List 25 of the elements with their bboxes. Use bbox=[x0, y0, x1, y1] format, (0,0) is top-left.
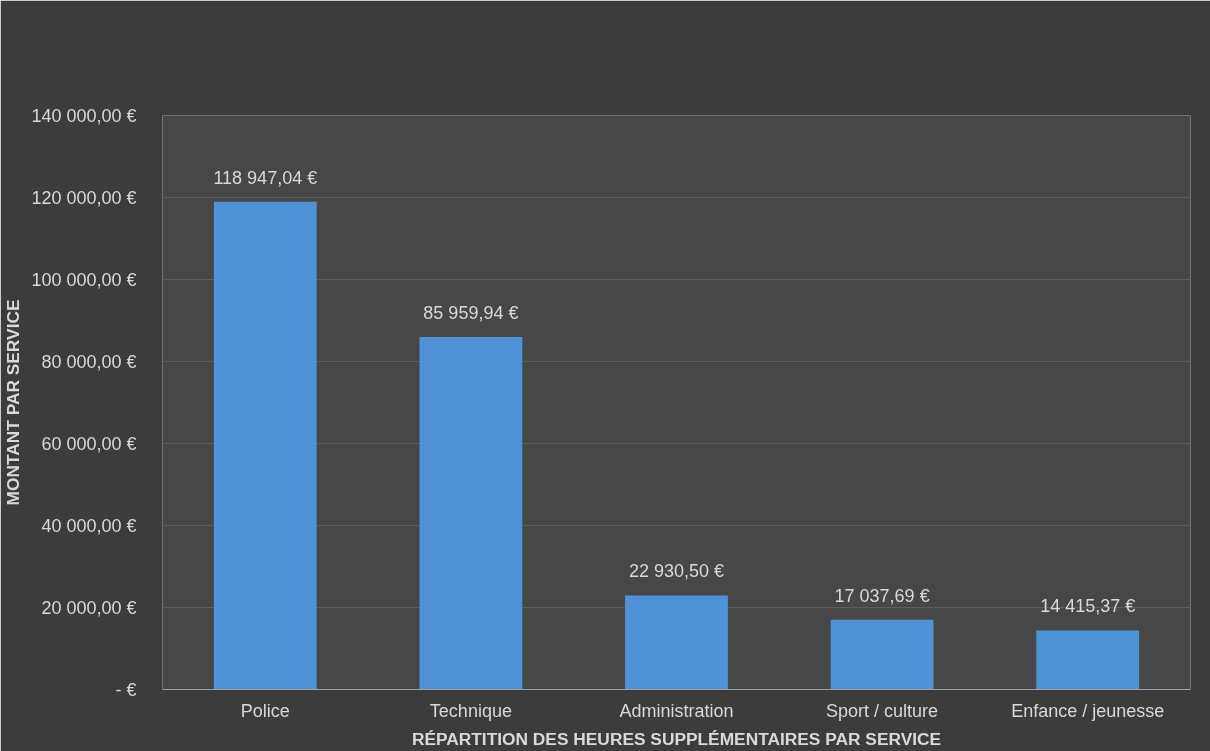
bar bbox=[419, 337, 523, 690]
x-tick-label: Sport / culture bbox=[826, 700, 939, 721]
bar bbox=[830, 619, 934, 690]
x-tick-label: Police bbox=[240, 700, 290, 721]
y-tick-label: 40 000,00 € bbox=[41, 515, 137, 536]
x-tick-label: Technique bbox=[429, 700, 512, 721]
x-tick-label: Administration bbox=[619, 700, 734, 721]
x-axis-title: RÉPARTITION DES HEURES SUPPLÉMENTAIRES PAR SERVICE bbox=[411, 728, 942, 749]
data-label: 85 959,94 € bbox=[423, 303, 519, 324]
data-label: 118 947,04 € bbox=[213, 167, 318, 188]
y-tick-label: 120 000,00 € bbox=[31, 187, 137, 208]
bar bbox=[213, 201, 317, 690]
y-tick-label: 60 000,00 € bbox=[41, 433, 137, 454]
x-tick-label: Enfance / jeunesse bbox=[1011, 700, 1165, 721]
y-tick-label: 140 000,00 € bbox=[31, 105, 137, 126]
y-tick-label: 20 000,00 € bbox=[41, 597, 137, 618]
data-label: 22 930,50 € bbox=[628, 561, 725, 582]
bar bbox=[1036, 630, 1140, 690]
y-axis-title: MONTANT PAR SERVICE bbox=[3, 299, 24, 506]
y-tick-label: 80 000,00 € bbox=[41, 351, 137, 372]
data-label: 17 037,69 € bbox=[834, 585, 930, 606]
bar bbox=[625, 595, 728, 690]
y-tick-label: - € bbox=[115, 679, 137, 700]
y-tick-label: 100 000,00 € bbox=[31, 269, 137, 290]
data-label: 14 415,37 € bbox=[1040, 596, 1136, 617]
